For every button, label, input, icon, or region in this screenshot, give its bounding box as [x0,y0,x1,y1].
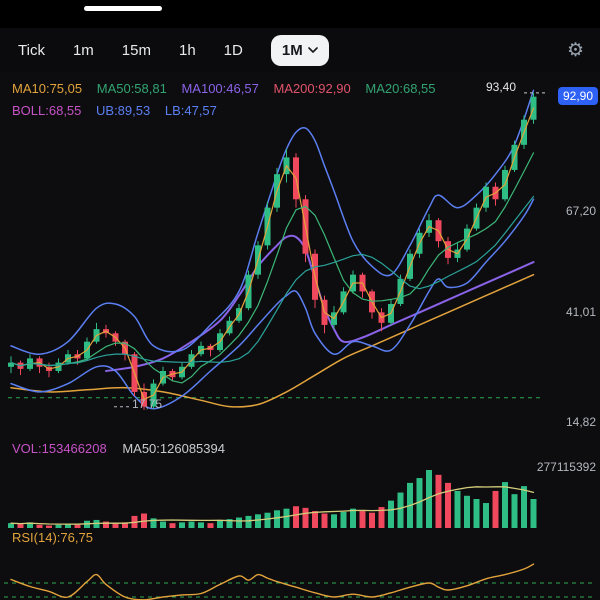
axis-label-14: 14,82 [565,415,596,429]
timeframe-selector[interactable]: 1M [270,34,329,66]
ma10-label: MA10:75,05 [12,81,83,96]
lb-label: LB:47,57 [164,103,217,118]
tab-1m[interactable]: 1m [72,41,94,59]
timeframe-toolbar: Tick 1m 15m 1h 1D 1M ⚙ [0,28,600,72]
status-bar [0,0,600,28]
ma-indicator-row: MA10:75,05 MA50:58,81 MA100:46,57 MA200:… [12,81,447,96]
axis-label-41: 41,01 [565,305,596,319]
volume-indicator-row: VOL:153466208 MA50:126085394 [12,441,237,456]
high-price-label: 93,40 [486,80,517,94]
ma20-label: MA20:68,55 [365,81,436,96]
rsi-label: RSI(14):76,75 [12,530,93,545]
tab-15m[interactable]: 15m [121,41,151,59]
boll-label: BOLL:68,55 [12,103,82,118]
rsi-indicator-row: RSI(14):76,75 [12,530,93,545]
tab-tick[interactable]: Tick [18,41,45,59]
ub-label: UB:89,53 [96,103,151,118]
ma200-label: MA200:92,90 [273,81,351,96]
status-bar-indicator [84,6,162,11]
selected-timeframe-label: 1M [281,41,303,59]
chevron-down-icon [307,47,318,53]
ma50-label: MA50:58,81 [96,81,167,96]
settings-gear-icon[interactable]: ⚙ [566,39,584,61]
volume-axis-max-label: 277115392 [536,460,596,474]
low-price-label: 17,75 [132,397,163,411]
vol-ma-label: MA50:126085394 [122,441,225,456]
current-price-badge: 92,90 [557,87,598,105]
tab-1d[interactable]: 1D [223,41,243,59]
tab-1h[interactable]: 1h [178,41,196,59]
axis-label-67: 67,20 [565,204,596,218]
boll-indicator-row: BOLL:68,55 UB:89,53 LB:47,57 [12,103,228,118]
vol-label: VOL:153466208 [12,441,107,456]
ma100-label: MA100:46,57 [181,81,259,96]
